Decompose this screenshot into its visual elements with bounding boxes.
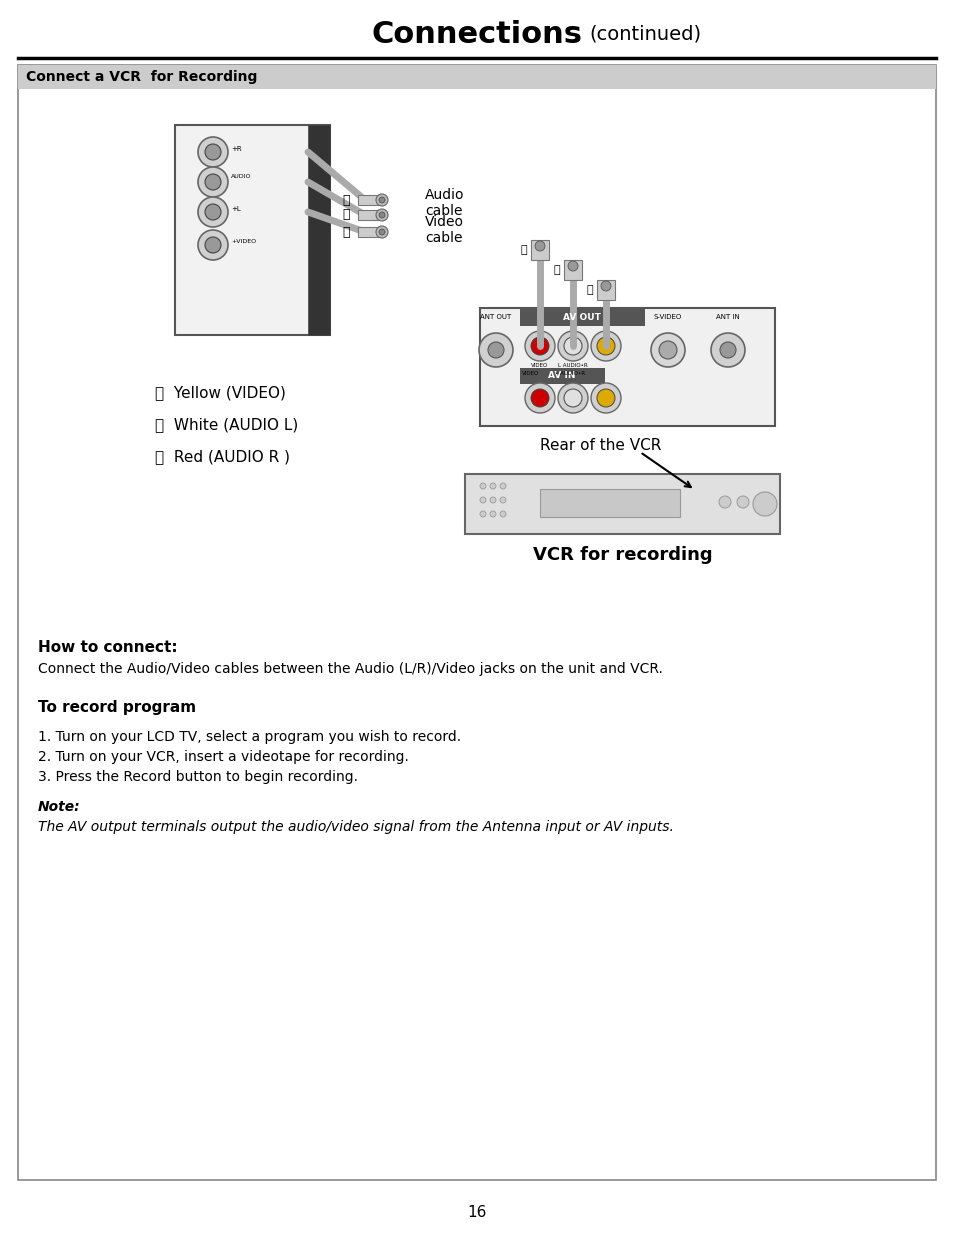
Bar <box>308 125 330 335</box>
Circle shape <box>488 342 503 358</box>
Text: ⓨ  Yellow (VIDEO): ⓨ Yellow (VIDEO) <box>154 385 286 400</box>
Circle shape <box>531 389 548 408</box>
Circle shape <box>659 341 677 359</box>
Text: (continued): (continued) <box>588 23 700 43</box>
Text: L AUDIO•R: L AUDIO•R <box>558 363 587 368</box>
Circle shape <box>531 337 548 354</box>
Text: 3. Press the Record button to begin recording.: 3. Press the Record button to begin reco… <box>38 769 357 784</box>
Text: The AV output terminals output the audio/video signal from the Antenna input or : The AV output terminals output the audio… <box>38 820 673 834</box>
Text: 1. Turn on your LCD TV, select a program you wish to record.: 1. Turn on your LCD TV, select a program… <box>38 730 460 743</box>
Circle shape <box>567 261 578 270</box>
Bar <box>539 489 679 517</box>
Text: AV OUT: AV OUT <box>562 312 600 321</box>
Circle shape <box>650 333 684 367</box>
Text: ⓨ: ⓨ <box>342 226 350 238</box>
Text: VIDEO: VIDEO <box>521 370 538 375</box>
Circle shape <box>479 483 485 489</box>
Text: Connections: Connections <box>371 20 582 49</box>
Circle shape <box>205 237 221 253</box>
Circle shape <box>558 331 587 361</box>
Text: To record program: To record program <box>38 700 196 715</box>
Circle shape <box>490 483 496 489</box>
Text: S-VIDEO: S-VIDEO <box>653 314 681 320</box>
Text: ⓨ: ⓨ <box>520 245 527 254</box>
Bar <box>18 65 935 89</box>
Circle shape <box>478 333 513 367</box>
Circle shape <box>205 204 221 220</box>
Circle shape <box>535 241 544 251</box>
Bar <box>357 210 377 220</box>
Text: VCR for recording: VCR for recording <box>532 546 712 564</box>
Text: ⓦ: ⓦ <box>342 209 350 221</box>
Text: +L: +L <box>231 206 240 212</box>
Text: ⓦ  White (AUDIO L): ⓦ White (AUDIO L) <box>154 417 298 432</box>
Text: 16: 16 <box>467 1205 486 1220</box>
Circle shape <box>375 194 388 206</box>
Text: Rear of the VCR: Rear of the VCR <box>539 438 660 453</box>
Circle shape <box>499 511 505 517</box>
Bar <box>479 308 774 426</box>
Text: +R: +R <box>231 146 241 152</box>
Text: Connect a VCR  for Recording: Connect a VCR for Recording <box>26 70 257 84</box>
Circle shape <box>198 167 228 198</box>
Text: How to connect:: How to connect: <box>38 640 177 655</box>
Circle shape <box>563 389 581 408</box>
Circle shape <box>563 337 581 354</box>
Text: AUDIO: AUDIO <box>231 174 252 179</box>
Bar <box>174 125 330 335</box>
Text: ANT IN: ANT IN <box>716 314 740 320</box>
Circle shape <box>737 496 748 508</box>
Bar <box>357 195 377 205</box>
Circle shape <box>752 492 776 516</box>
Bar <box>519 368 604 384</box>
Circle shape <box>198 198 228 227</box>
Circle shape <box>590 383 620 412</box>
Text: ⓧ: ⓧ <box>586 285 593 295</box>
Circle shape <box>597 337 615 354</box>
Circle shape <box>600 282 610 291</box>
Text: +VIDEO: +VIDEO <box>231 240 255 245</box>
Bar <box>464 474 780 534</box>
Circle shape <box>205 144 221 161</box>
Text: ⓧ  Red (AUDIO R ): ⓧ Red (AUDIO R ) <box>154 450 290 464</box>
Circle shape <box>499 496 505 503</box>
Circle shape <box>198 230 228 261</box>
Circle shape <box>378 212 385 219</box>
Text: Audio
cable: Audio cable <box>424 188 464 219</box>
Circle shape <box>378 198 385 203</box>
Text: 2. Turn on your VCR, insert a videotape for recording.: 2. Turn on your VCR, insert a videotape … <box>38 750 409 764</box>
Circle shape <box>375 209 388 221</box>
Circle shape <box>378 228 385 235</box>
Circle shape <box>479 496 485 503</box>
Circle shape <box>499 483 505 489</box>
Bar <box>597 280 615 300</box>
Bar <box>531 240 548 261</box>
Circle shape <box>719 496 730 508</box>
Text: AV IN: AV IN <box>548 372 576 380</box>
Text: Video
cable: Video cable <box>424 215 463 246</box>
Circle shape <box>490 511 496 517</box>
Bar <box>519 308 644 326</box>
Bar <box>563 261 581 280</box>
Text: Connect the Audio/Video cables between the Audio (L/R)/Video jacks on the unit a: Connect the Audio/Video cables between t… <box>38 662 662 676</box>
Circle shape <box>558 383 587 412</box>
Circle shape <box>490 496 496 503</box>
Bar <box>357 227 377 237</box>
Circle shape <box>720 342 735 358</box>
Circle shape <box>524 331 555 361</box>
Circle shape <box>597 389 615 408</box>
Circle shape <box>479 511 485 517</box>
Text: ⓧ: ⓧ <box>342 194 350 206</box>
Circle shape <box>710 333 744 367</box>
Text: • AUDIO•R: • AUDIO•R <box>555 370 584 375</box>
Text: ⓦ: ⓦ <box>553 266 559 275</box>
Circle shape <box>524 383 555 412</box>
Text: Note:: Note: <box>38 800 81 814</box>
Circle shape <box>205 174 221 190</box>
Text: ANT OUT: ANT OUT <box>480 314 511 320</box>
Circle shape <box>375 226 388 238</box>
Text: VIDEO: VIDEO <box>531 363 548 368</box>
Circle shape <box>590 331 620 361</box>
Circle shape <box>198 137 228 167</box>
